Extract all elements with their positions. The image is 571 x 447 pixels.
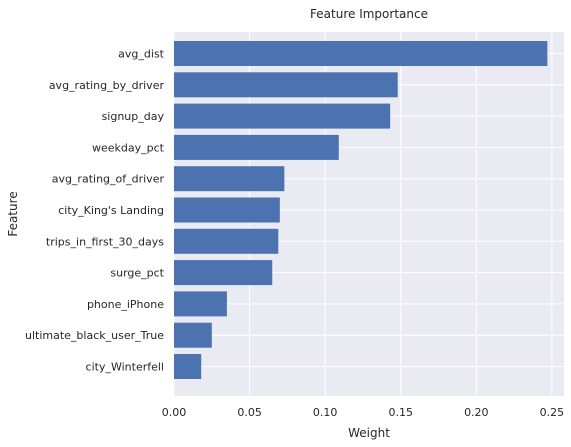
- bar-signup-day: [174, 103, 391, 129]
- y-tick-label: avg_rating_of_driver: [52, 173, 165, 186]
- bar-avg-rating-by-driver: [174, 72, 398, 98]
- y-axis-label: Feature: [6, 191, 20, 236]
- x-tick-label: 0.25: [540, 406, 565, 419]
- bar-city-winterfell: [174, 354, 202, 379]
- bar-phone-iphone: [174, 291, 227, 317]
- x-tick-label: 0.10: [313, 406, 338, 419]
- x-tick-label: 0.15: [388, 406, 413, 419]
- bar-trips-in-first-30-days: [174, 228, 279, 254]
- x-axis-label: Weight: [348, 426, 390, 440]
- y-tick-label: trips_in_first_30_days: [46, 235, 164, 248]
- bar-weekday-pct: [174, 134, 339, 160]
- y-tick-label: weekday_pct: [92, 141, 165, 154]
- bar-ultimate-black-user-true: [174, 322, 212, 348]
- bar-layer: [174, 41, 548, 379]
- y-tick-label: avg_dist: [118, 48, 165, 61]
- y-tick-label: signup_day: [102, 110, 165, 123]
- x-tick-labels: 0.00 0.05 0.10 0.15 0.20 0.25: [162, 406, 564, 419]
- x-tick-label: 0.00: [162, 406, 187, 419]
- y-tick-label: city_King's Landing: [58, 204, 164, 217]
- y-tick-label: avg_rating_by_driver: [49, 79, 165, 92]
- y-tick-label: ultimate_black_user_True: [25, 329, 164, 342]
- chart-title: Feature Importance: [310, 7, 428, 21]
- bar-avg-rating-of-driver: [174, 166, 285, 192]
- x-tick-label: 0.05: [237, 406, 262, 419]
- bar-surge-pct: [174, 260, 273, 286]
- y-tick-label: surge_pct: [110, 267, 164, 280]
- y-tick-label: phone_iPhone: [87, 298, 164, 311]
- y-tick-labels: avg_dist avg_rating_by_driver signup_daywe…: [25, 48, 165, 374]
- bar-city-king-s-landing: [174, 197, 280, 223]
- x-tick-label: 0.20: [464, 406, 489, 419]
- y-tick-label: city_Winterfell: [86, 361, 164, 374]
- bar-avg-dist: [174, 41, 548, 66]
